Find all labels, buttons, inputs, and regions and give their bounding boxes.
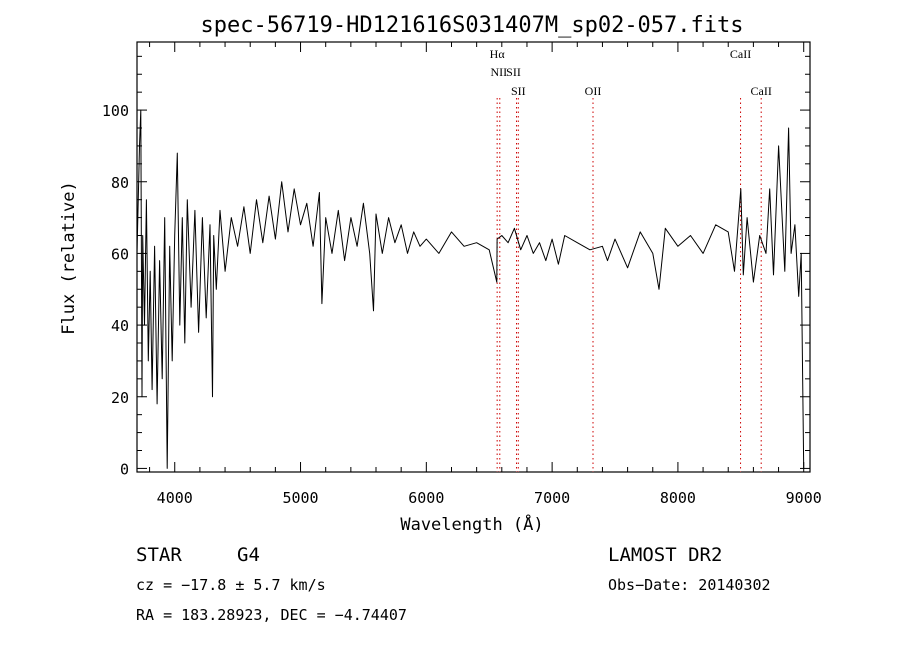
line-marker-label: SII xyxy=(511,84,526,98)
x-axis-label: Wavelength (Å) xyxy=(400,513,543,535)
spectrum-line xyxy=(136,109,805,469)
object-class: STAR xyxy=(136,544,182,566)
x-tick-label: 7000 xyxy=(534,489,570,507)
line-marker-label: NII xyxy=(490,65,507,79)
plot-frame xyxy=(136,41,811,473)
survey-name: LAMOST DR2 xyxy=(608,544,722,566)
line-marker-label: CaII xyxy=(751,84,772,98)
y-tick-label: 20 xyxy=(111,389,129,407)
chart-title: spec-56719-HD121616S031407M_sp02-057.fit… xyxy=(200,13,743,38)
line-marker-label: CaII xyxy=(730,47,751,61)
object-subclass: G4 xyxy=(237,544,260,566)
y-tick-label: 60 xyxy=(111,245,129,263)
y-tick-label: 80 xyxy=(111,174,129,192)
y-tick-label: 100 xyxy=(102,102,129,120)
axis-ticks: 4000 5000 6000 7000 8000 9000 0 20 40 60 80 100 xyxy=(102,42,822,507)
y-tick-label: 40 xyxy=(111,317,129,335)
x-tick-label: 5000 xyxy=(282,489,318,507)
line-marker-label: Hα xyxy=(490,47,506,61)
redshift-text: cz = −17.8 ± 5.7 km/s xyxy=(136,576,326,594)
coordinates-text: RA = 183.28923, DEC = −4.74407 xyxy=(136,606,407,624)
x-tick-label: 4000 xyxy=(157,489,193,507)
y-tick-label: 0 xyxy=(120,460,129,478)
x-tick-label: 6000 xyxy=(408,489,444,507)
series-group xyxy=(136,109,805,469)
y-axis-label: Flux (relative) xyxy=(59,181,79,335)
x-tick-label: 8000 xyxy=(660,489,696,507)
line-marker-label: SII xyxy=(506,65,521,79)
x-tick-label: 9000 xyxy=(786,489,822,507)
line-marker-label: OII xyxy=(585,84,602,98)
obs-date-text: Obs−Date: 20140302 xyxy=(608,576,771,594)
